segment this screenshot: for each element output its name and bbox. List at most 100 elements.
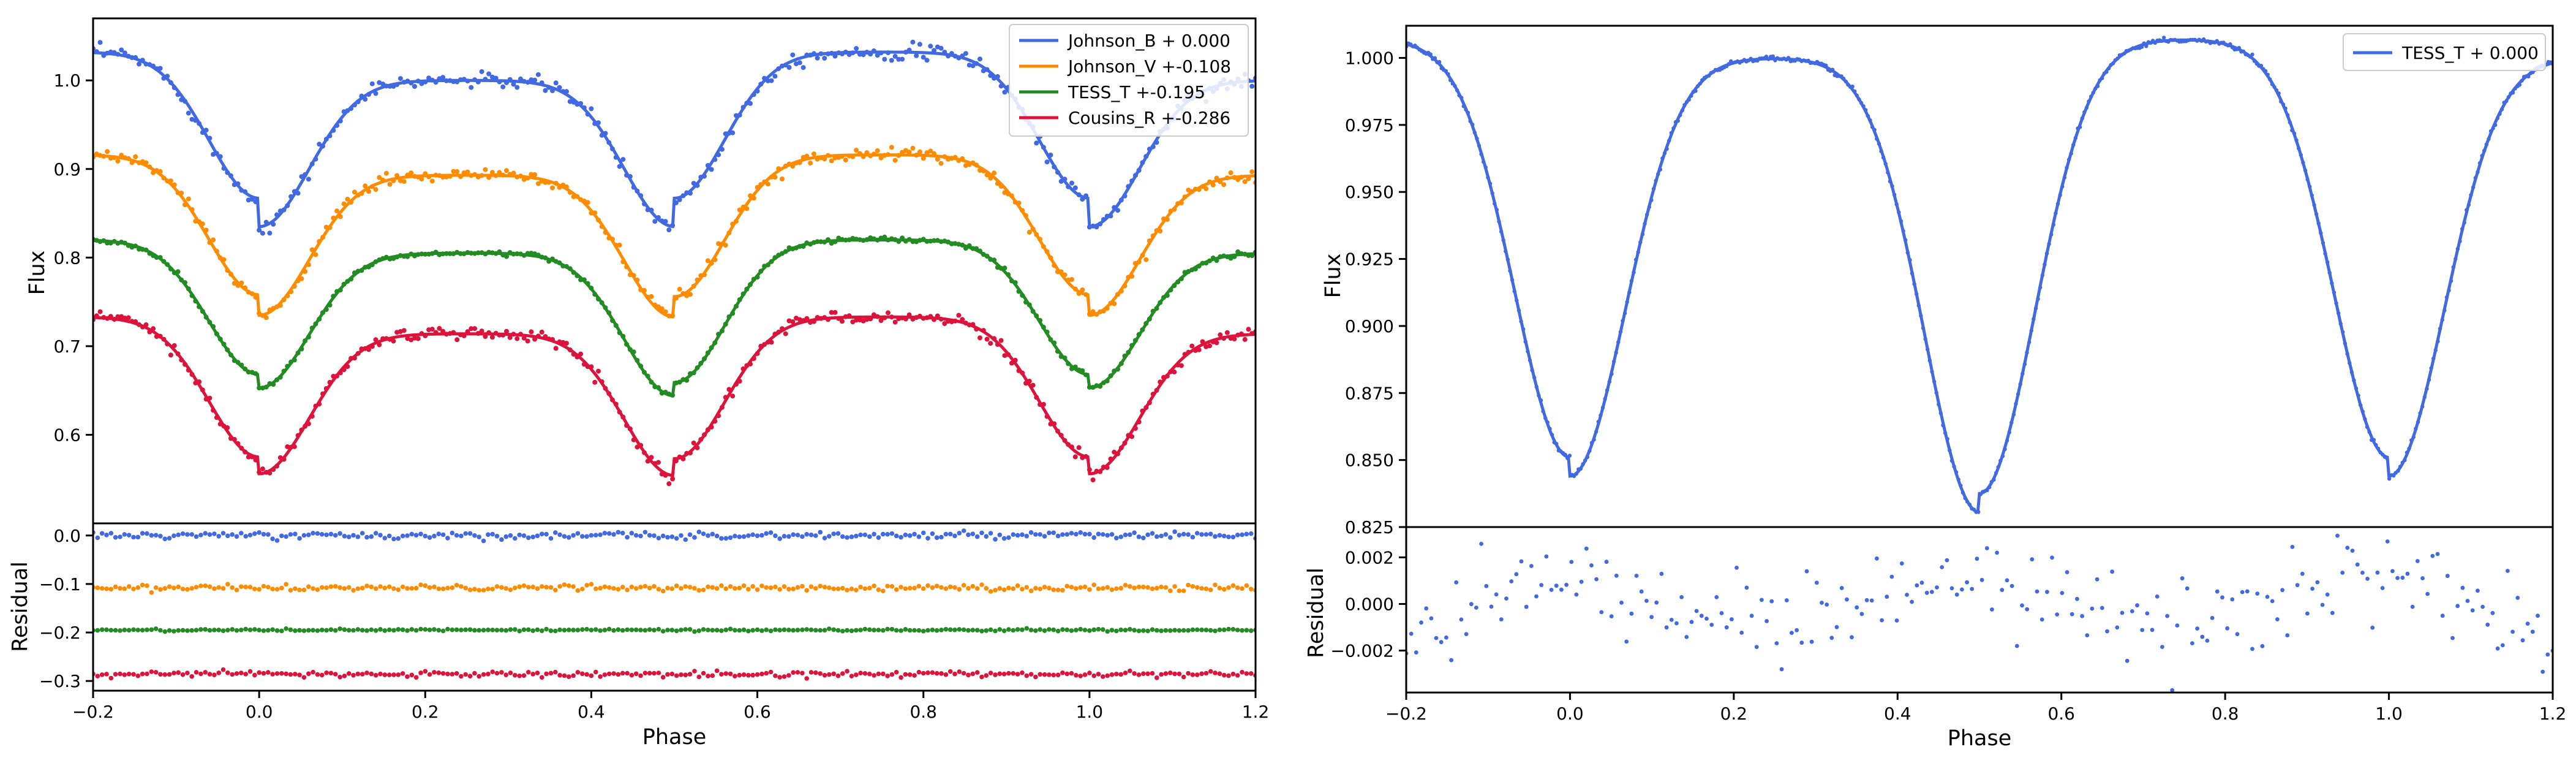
residual-point-johnson_v xyxy=(216,585,222,590)
data-point-cousins_r xyxy=(437,325,442,331)
residual-point-tess_single xyxy=(2375,570,2380,575)
residual-point-cousins_r xyxy=(876,671,881,677)
residual-point-cousins_r xyxy=(351,673,356,678)
residual-point-johnson_b xyxy=(1123,533,1128,537)
residual-point-johnson_v xyxy=(400,584,405,590)
residual-point-johnson_b xyxy=(1244,531,1249,537)
residual-point-johnson_v xyxy=(126,584,132,589)
residual-point-tess_single xyxy=(2039,617,2044,622)
residual-point-tess_t xyxy=(1248,628,1254,633)
residual-point-tess_t xyxy=(1042,628,1047,633)
residual-point-cousins_r xyxy=(284,671,288,677)
residual-point-tess_single xyxy=(2310,586,2315,591)
residual-point-tess_single xyxy=(1954,592,1959,597)
residual-point-tess_single xyxy=(1790,631,1794,635)
residual-point-johnson_v xyxy=(467,587,473,593)
residual-point-tess_single xyxy=(2100,605,2104,610)
residual-point-tess_t xyxy=(360,628,365,633)
residual-point-johnson_v xyxy=(95,585,100,590)
residual-point-tess_single xyxy=(1434,636,1439,640)
data-point-johnson_v xyxy=(906,150,912,155)
residual-point-johnson_v xyxy=(961,583,966,588)
residual-point-tess_t xyxy=(185,628,190,633)
residual-point-tess_single xyxy=(2165,613,2170,618)
residual-point-johnson_b xyxy=(486,532,491,537)
residual-point-johnson_b xyxy=(1150,531,1155,536)
residual-point-cousins_r xyxy=(1006,670,1011,676)
data-point-cousins_r xyxy=(529,329,534,335)
residual-point-johnson_v xyxy=(575,588,581,593)
residual-point-tess_t xyxy=(131,627,136,632)
residual-point-tess_single xyxy=(1739,631,1744,635)
residual-point-cousins_r xyxy=(710,673,715,678)
residual-point-cousins_r xyxy=(1181,674,1186,680)
residual-point-johnson_b xyxy=(557,532,562,537)
data-point-johnson_v xyxy=(723,243,728,248)
data-point-johnson_b xyxy=(1034,140,1039,146)
data-point-johnson_b xyxy=(914,53,919,58)
residual-point-tess_t xyxy=(912,628,917,633)
residual-point-cousins_r xyxy=(966,672,971,678)
residual-point-johnson_v xyxy=(1154,585,1159,591)
left-legend-box xyxy=(1009,24,1249,137)
residual-point-johnson_v xyxy=(642,583,648,589)
residual-point-johnson_b xyxy=(921,530,926,536)
residual-point-johnson_v xyxy=(1172,584,1177,589)
residual-point-cousins_r xyxy=(1244,671,1249,676)
residual-point-tess_t xyxy=(719,628,724,633)
residual-point-cousins_r xyxy=(216,670,222,675)
residual-point-tess_single xyxy=(2506,569,2510,573)
residual-point-cousins_r xyxy=(126,672,132,677)
residual-point-johnson_b xyxy=(540,531,544,537)
residual-point-cousins_r xyxy=(185,670,190,675)
data-point-cousins_r xyxy=(977,335,982,341)
residual-point-tess_t xyxy=(567,628,571,632)
residual-point-tess_t xyxy=(916,628,922,633)
residual-point-tess_t xyxy=(427,628,432,632)
data-point-johnson_b xyxy=(1002,89,1007,95)
data-point-cousins_r xyxy=(553,346,559,351)
residual-point-johnson_v xyxy=(947,584,953,590)
residual-point-johnson_b xyxy=(311,531,315,536)
residual-point-cousins_r xyxy=(795,670,800,675)
residual-point-tess_t xyxy=(423,627,428,632)
residual-point-tess_single xyxy=(2330,610,2335,615)
residual-point-johnson_v xyxy=(652,584,657,589)
residual-point-tess_single xyxy=(1979,577,1984,582)
residual-point-tess_t xyxy=(1186,628,1191,633)
residual-point-tess_single xyxy=(1915,583,1919,588)
residual-point-cousins_r xyxy=(692,669,697,674)
residual-point-tess_single xyxy=(1910,599,1915,604)
residual-point-tess_t xyxy=(530,628,535,633)
residual-point-cousins_r xyxy=(1177,671,1182,677)
residual-point-johnson_b xyxy=(1078,530,1083,535)
residual-point-johnson_b xyxy=(99,531,105,536)
residual-point-johnson_b xyxy=(602,531,608,536)
data-point-johnson_v xyxy=(688,292,693,297)
residual-point-cousins_r xyxy=(540,675,544,680)
residual-point-tess_t xyxy=(1194,627,1200,632)
residual-point-tess_t xyxy=(764,627,769,632)
residual-point-johnson_b xyxy=(952,533,957,539)
data-point-johnson_v xyxy=(334,208,340,214)
residual-point-johnson_b xyxy=(616,530,621,535)
residual-point-johnson_v xyxy=(436,586,442,591)
data-point-tess_single xyxy=(2250,52,2254,57)
residual-point-cousins_r xyxy=(997,671,1003,677)
residual-point-cousins_r xyxy=(423,669,428,674)
residual-point-cousins_r xyxy=(606,671,612,677)
residual-point-tess_single xyxy=(2465,599,2470,603)
residual-point-cousins_r xyxy=(360,672,365,677)
residual-point-tess_t xyxy=(270,627,275,632)
residual-point-tess_t xyxy=(324,628,329,633)
residual-point-cousins_r xyxy=(207,672,213,677)
residual-point-johnson_b xyxy=(382,536,388,541)
residual-point-tess_t xyxy=(544,626,549,632)
residual-point-johnson_v xyxy=(800,583,805,589)
residual-point-cousins_r xyxy=(418,670,423,675)
residual-point-tess_t xyxy=(804,627,809,632)
residual-point-tess_t xyxy=(898,628,903,633)
residual-point-tess_t xyxy=(1096,626,1101,632)
residual-point-johnson_b xyxy=(153,533,159,538)
residual-point-tess_t xyxy=(239,628,244,632)
